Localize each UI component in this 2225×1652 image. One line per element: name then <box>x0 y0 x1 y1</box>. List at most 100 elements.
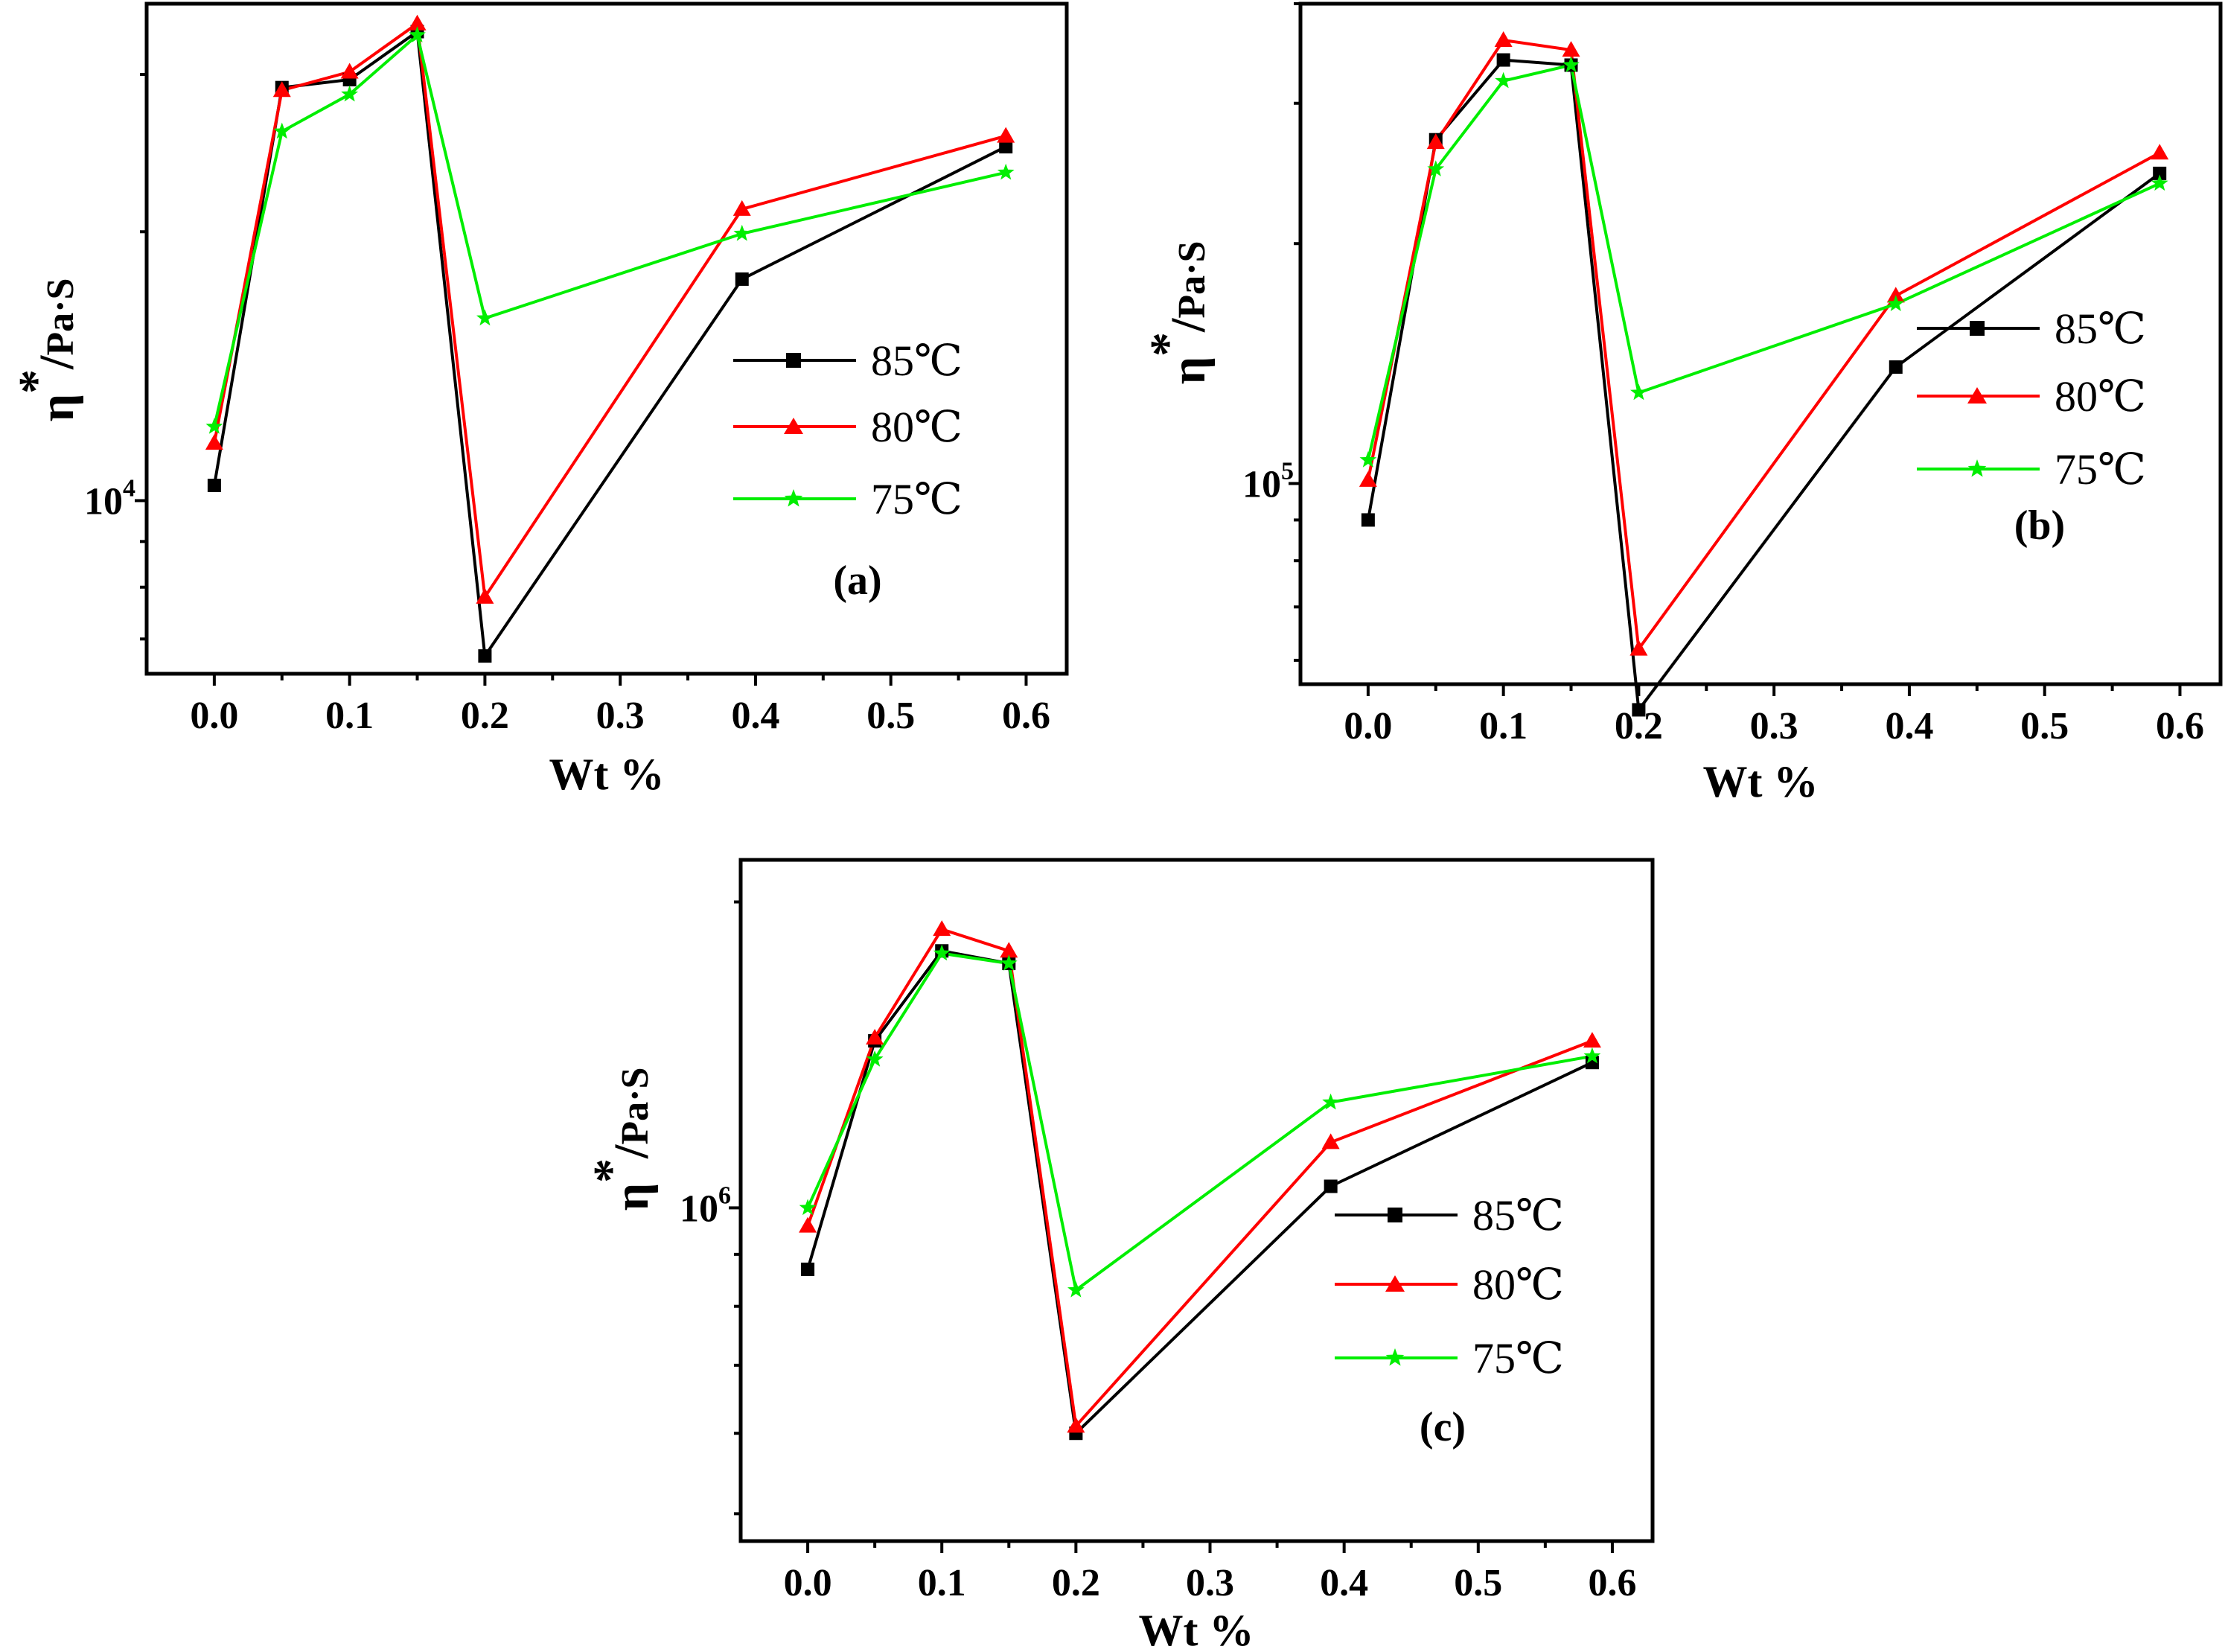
data-point <box>1583 1032 1601 1048</box>
data-point <box>933 944 951 961</box>
x-tick-label: 0.2 <box>1615 705 1663 747</box>
y-axis-title: η*/Pa·S <box>1140 241 1216 385</box>
svg-text:80℃: 80℃ <box>871 403 963 451</box>
data-point <box>1322 1093 1340 1110</box>
x-tick-label: 0.1 <box>325 695 374 737</box>
x-axis-title: Wt % <box>1139 1606 1254 1652</box>
data-point <box>273 122 291 139</box>
data-point <box>801 1262 815 1276</box>
data-point <box>1886 287 1905 303</box>
x-tick-label: 0.5 <box>866 695 915 737</box>
legend-item-75: 75℃ <box>1917 445 2146 494</box>
svg-text:85℃: 85℃ <box>1472 1191 1564 1240</box>
data-point <box>1887 295 1905 311</box>
x-tick-label: 0.0 <box>784 1562 832 1604</box>
data-point <box>799 1199 817 1216</box>
x-tick-label: 0.5 <box>1454 1562 1502 1604</box>
series-line-80 <box>1366 38 2161 654</box>
svg-text:75℃: 75℃ <box>871 475 963 523</box>
data-point <box>341 85 359 102</box>
data-point <box>476 587 494 604</box>
data-point <box>1000 954 1018 971</box>
y-tick-label: 104 <box>84 474 135 523</box>
series-line-75 <box>806 951 1593 1293</box>
chart-panel-b: 0.0 0.1 0.2 0.3 0.4 0.5 0.6 105 Wt % η*/… <box>1140 1 2223 806</box>
plot-frame <box>144 1 1069 676</box>
data-point <box>997 163 1015 180</box>
data-point <box>1426 133 1445 150</box>
data-point <box>732 200 751 216</box>
y-axis-title: η*/Pa·S <box>9 278 84 422</box>
data-point <box>478 649 492 663</box>
x-tick-label: 0.6 <box>1588 1562 1636 1604</box>
data-point <box>207 479 221 493</box>
legend-item-85: 85℃ <box>733 337 963 385</box>
data-point <box>1583 1047 1601 1064</box>
x-tick-label: 0.3 <box>1750 705 1798 747</box>
x-tick-label: 0.6 <box>2156 705 2204 747</box>
data-point <box>476 309 494 326</box>
x-axis-title: Wt % <box>1703 757 1819 806</box>
data-point <box>1067 1281 1085 1298</box>
data-point <box>1494 31 1513 47</box>
data-point <box>866 1029 884 1045</box>
series-line-75 <box>1366 63 2161 461</box>
x-tick-label: 0.3 <box>596 695 645 737</box>
data-point <box>999 140 1013 154</box>
x-tick-label: 0.0 <box>190 695 238 737</box>
x-tick-label: 0.0 <box>1344 705 1392 747</box>
data-point <box>866 1050 884 1067</box>
svg-text:80℃: 80℃ <box>2055 372 2146 421</box>
legend-item-85: 85℃ <box>1917 304 2146 353</box>
x-tick-label: 0.1 <box>918 1562 966 1604</box>
legend-item-75: 75℃ <box>1335 1334 1564 1382</box>
x-tick-label: 0.4 <box>1885 705 1933 747</box>
legend-item-80: 80℃ <box>1335 1260 1564 1309</box>
data-point <box>1000 942 1018 958</box>
legend-item-75: 75℃ <box>733 475 963 523</box>
data-point <box>1067 1417 1085 1433</box>
data-point <box>205 418 223 434</box>
legend: 85℃ 80℃ 75℃ <box>1917 304 2146 494</box>
svg-text:85℃: 85℃ <box>2055 304 2146 353</box>
x-tick-label: 0.4 <box>1320 1562 1368 1604</box>
data-point <box>733 224 751 241</box>
y-tick-label: 105 <box>1242 457 1294 506</box>
data-point <box>1562 56 1580 73</box>
data-point <box>1562 41 1580 57</box>
data-point <box>2151 174 2168 191</box>
data-point <box>409 26 426 42</box>
data-point <box>1359 471 1377 487</box>
data-point <box>735 272 749 286</box>
data-point <box>408 14 427 31</box>
legend-item-80: 80℃ <box>1917 372 2146 421</box>
svg-text:80℃: 80℃ <box>1472 1260 1564 1309</box>
legend-item-80: 80℃ <box>733 403 963 451</box>
x-tick-label: 0.5 <box>2020 705 2069 747</box>
data-point <box>1427 160 1445 176</box>
series-line-85 <box>1366 58 2161 714</box>
chart-panel-a: 0.0 0.1 0.2 0.3 0.4 0.5 0.6 104 Wt % η*/… <box>9 1 1069 799</box>
x-tick-label: 0.2 <box>461 695 509 737</box>
data-point <box>1496 53 1510 67</box>
data-point <box>205 434 223 450</box>
data-point <box>1361 513 1375 527</box>
data-point <box>997 127 1015 143</box>
data-point <box>1495 71 1513 89</box>
data-point <box>272 81 291 98</box>
panel-label: (c) <box>1420 1404 1466 1450</box>
panel-label: (b) <box>2014 503 2065 549</box>
data-point <box>933 920 951 937</box>
data-point <box>1630 383 1647 401</box>
legend: 85℃ 80℃ 75℃ <box>733 337 963 523</box>
x-tick-label: 0.4 <box>731 695 779 737</box>
x-tick-label: 0.1 <box>1479 705 1528 747</box>
data-point <box>340 63 359 79</box>
data-point <box>1629 640 1648 656</box>
data-point <box>1359 451 1377 468</box>
y-tick-label: 106 <box>680 1181 731 1230</box>
chart-panel-c: 0.0 0.1 0.2 0.3 0.4 0.5 0.6 106 Wt % η*/… <box>584 858 1655 1652</box>
x-tick-label: 0.3 <box>1186 1562 1234 1604</box>
svg-text:75℃: 75℃ <box>1472 1334 1564 1382</box>
